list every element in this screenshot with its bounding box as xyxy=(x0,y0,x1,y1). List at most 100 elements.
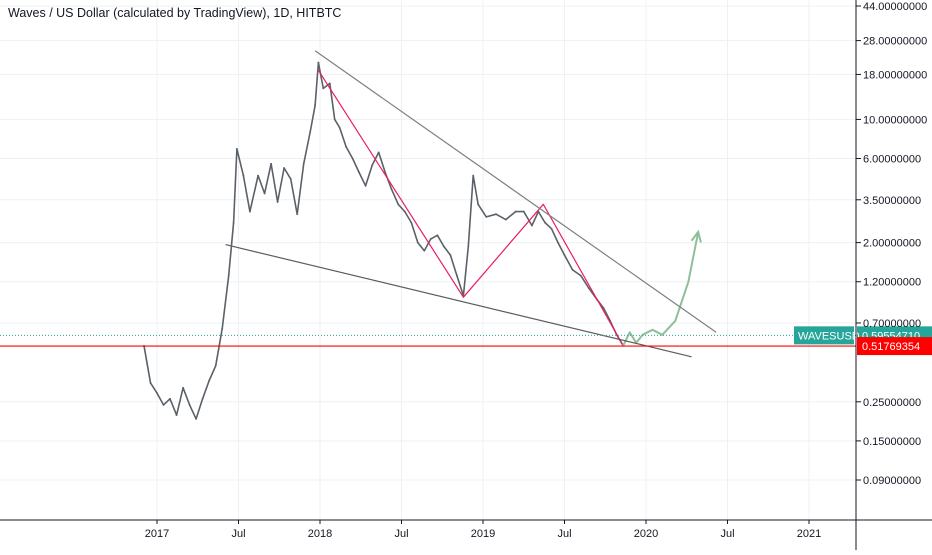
price-point xyxy=(175,414,178,417)
price-point xyxy=(423,249,426,252)
price-point xyxy=(314,104,317,107)
price-point xyxy=(322,87,325,90)
price-point xyxy=(162,404,165,406)
price-point xyxy=(571,269,574,271)
price-point xyxy=(390,188,393,191)
price-point xyxy=(328,82,331,85)
price-point xyxy=(514,210,517,213)
price-point xyxy=(182,386,184,389)
price-point xyxy=(201,397,204,400)
price-point xyxy=(195,417,198,420)
grid xyxy=(0,0,856,520)
zigzag-series xyxy=(317,69,624,346)
y-tick-label: 3.50000000 xyxy=(863,195,921,207)
y-tick-label: 1.20000000 xyxy=(863,277,921,289)
symbol-label-box xyxy=(794,326,854,345)
price-point xyxy=(221,327,224,330)
x-tick-label: Jul xyxy=(394,528,408,540)
x-tick-label: Jul xyxy=(557,528,571,540)
y-tick-label: 44.00000000 xyxy=(863,1,927,13)
price-point xyxy=(377,151,380,154)
x-tick-label: 2020 xyxy=(634,528,658,540)
price-point xyxy=(333,118,336,121)
price-point xyxy=(169,397,171,400)
price-point xyxy=(371,164,374,167)
price-point xyxy=(579,274,582,277)
price-point xyxy=(227,274,230,277)
price-point xyxy=(544,221,546,224)
series-layer xyxy=(143,50,717,420)
price-point xyxy=(270,162,272,165)
price-point xyxy=(302,162,305,165)
price-point xyxy=(257,174,259,177)
y-tick-label: 6.00000000 xyxy=(863,154,921,166)
price-label-value: 0.51769354 xyxy=(862,341,920,353)
price-point xyxy=(449,254,452,256)
price-point xyxy=(242,174,245,177)
price-point xyxy=(149,381,152,384)
price-point xyxy=(208,379,211,382)
y-tick-label: 28.00000000 xyxy=(863,36,927,48)
projection-series xyxy=(622,231,700,347)
price-point xyxy=(249,210,251,213)
price-point xyxy=(495,213,497,216)
price-point xyxy=(296,213,299,216)
price-point xyxy=(522,210,525,213)
price-point xyxy=(338,126,341,129)
x-tick-label: 2018 xyxy=(308,528,332,540)
x-tick-label: Jul xyxy=(231,528,245,540)
symbol-label: WAVESUSD xyxy=(798,330,860,342)
price-point xyxy=(289,177,292,180)
price-point xyxy=(214,364,217,367)
price-point xyxy=(364,184,367,187)
y-tick-label: 10.00000000 xyxy=(863,114,927,126)
price-point xyxy=(477,203,480,206)
price-point xyxy=(485,215,488,218)
price-point xyxy=(550,227,553,230)
price-point xyxy=(588,287,590,290)
x-tick-label: 2019 xyxy=(471,528,495,540)
price-point xyxy=(397,203,400,206)
price-point xyxy=(442,245,445,248)
upper-trendline xyxy=(314,50,717,333)
y-tick-label: 2.00000000 xyxy=(863,238,921,250)
price-point xyxy=(504,218,507,221)
price-point xyxy=(456,274,458,277)
price-point xyxy=(384,171,387,174)
price-series xyxy=(143,61,624,420)
price-label-box xyxy=(857,337,932,356)
price-point xyxy=(467,245,470,248)
y-tick-label: 0.15000000 xyxy=(863,436,921,448)
x-tick-label: 2017 xyxy=(145,528,169,540)
price-point xyxy=(232,221,235,224)
price-point xyxy=(156,392,158,395)
y-tick-label: 18.00000000 xyxy=(863,69,927,81)
projection-arrowhead xyxy=(690,229,702,243)
price-point xyxy=(436,234,439,237)
price-point xyxy=(410,221,413,224)
price-point xyxy=(403,210,406,213)
chart-title: Waves / US Dollar (calculated by Trading… xyxy=(8,6,342,20)
y-tick-label: 0.25000000 xyxy=(863,397,921,409)
price-point xyxy=(283,167,286,169)
price-point xyxy=(351,157,354,160)
lower-trendline xyxy=(225,244,692,358)
price-point xyxy=(235,148,238,150)
price-point xyxy=(345,145,347,148)
y-tick-label: 0.70000000 xyxy=(863,318,921,330)
price-point xyxy=(429,237,432,240)
price-point xyxy=(276,201,279,203)
price-point xyxy=(563,254,566,256)
price-point xyxy=(602,307,605,310)
price-point xyxy=(557,241,559,244)
price-point xyxy=(309,130,312,133)
price-point xyxy=(531,224,533,227)
price-point xyxy=(263,192,266,195)
price-point xyxy=(358,171,361,174)
y-tick-label: 0.09000000 xyxy=(863,475,921,487)
price-point xyxy=(472,174,475,177)
